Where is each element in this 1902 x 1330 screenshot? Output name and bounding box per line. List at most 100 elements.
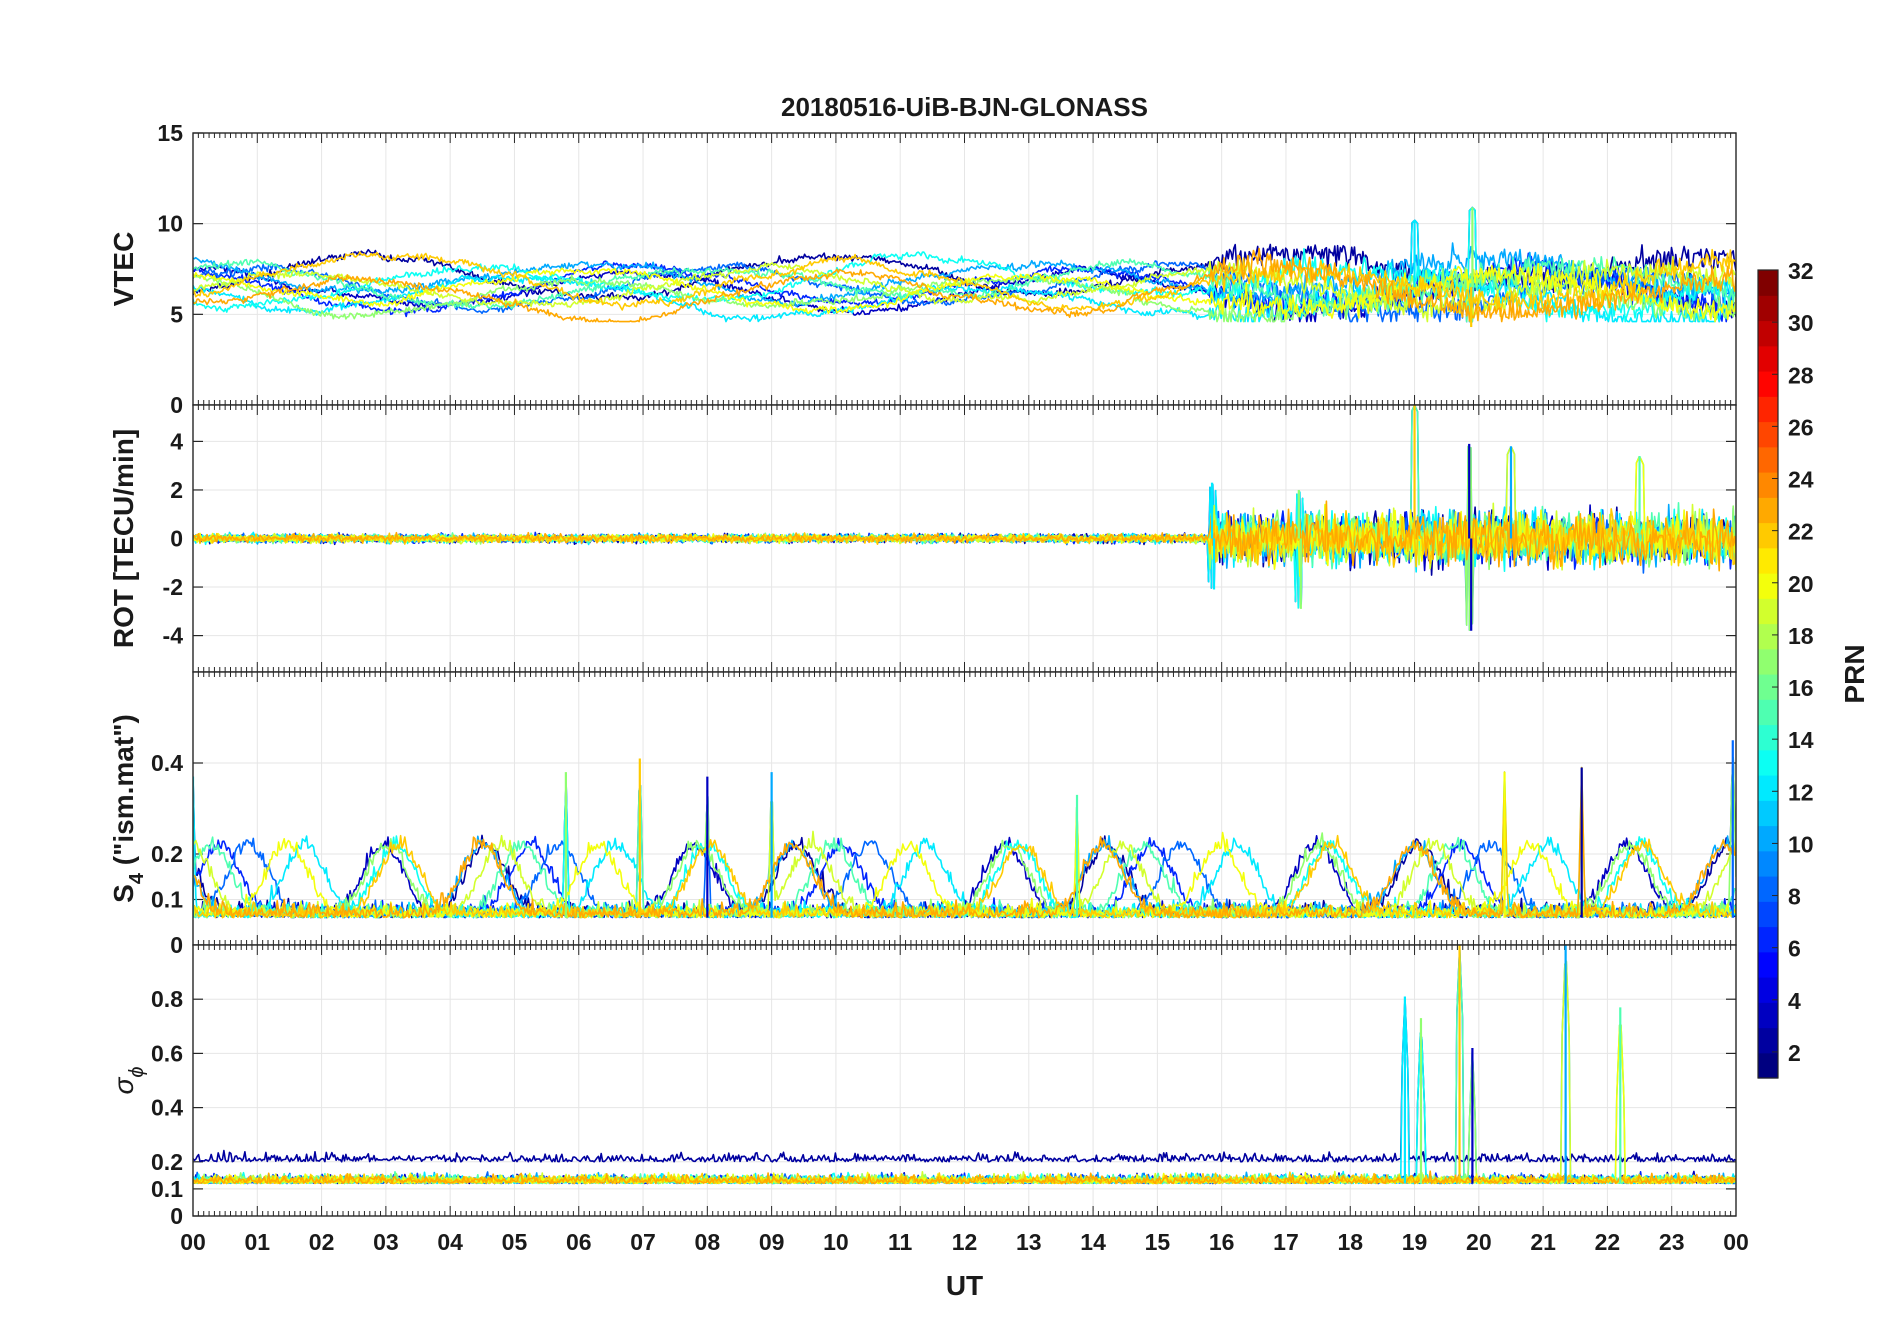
colorbar-cell [1758,270,1778,296]
y-tick-label: 10 [157,211,183,237]
y-tick-label: 0.6 [151,1040,183,1066]
colorbar-cell [1758,724,1778,751]
x-tick-label: 11 [888,1229,913,1255]
colorbar-cell [1758,295,1778,322]
x-tick-label: 14 [1080,1229,1106,1255]
colorbar-frame [1757,269,1779,1079]
series-line-prn-22 [193,248,1736,318]
colorbar-tick-label: 24 [1788,467,1814,493]
colorbar-cell [1758,825,1778,852]
x-tick-label: 00 [180,1229,206,1255]
colorbar-cell [1758,674,1778,700]
y-tick-label: 0 [170,392,183,418]
colorbar-cell [1758,1002,1778,1029]
y-axis-label: σϕ [108,1066,148,1094]
y-axis-label-sub: 4 [126,872,148,884]
colorbar-tick-label: 10 [1788,831,1814,857]
x-tick-label: 01 [244,1229,270,1255]
y-tick-label: 0.2 [151,841,183,867]
colorbar-cell [1758,446,1778,473]
series-group [193,405,1736,631]
x-tick-label: 18 [1337,1229,1363,1255]
y-axis-label-main: S [108,884,139,903]
series-line-prn-22 [193,1171,1736,1185]
x-tick-label: 15 [1145,1229,1171,1255]
y-tick-label: 0.2 [151,1149,183,1175]
colorbar-tick-label: 26 [1788,414,1814,440]
colorbar-tick-label: 20 [1788,571,1814,597]
y-tick-label: 2 [170,477,183,503]
y-tick-label: 0.1 [151,1176,183,1202]
colorbar-tick-label: 8 [1788,884,1801,910]
chart-title: 20180516-UiB-BJN-GLONASS [781,92,1148,122]
panel-frame [192,944,1737,1217]
colorbar-cell [1758,573,1778,599]
colorbar-tick-label: 32 [1788,258,1814,284]
series-group [193,740,1736,919]
panel-s4: 00.10.20.4S4 ("ism.mat") [108,671,1737,958]
x-tick-label: 22 [1595,1229,1621,1255]
y-tick-label: 4 [170,428,183,454]
x-tick-label: 23 [1659,1229,1685,1255]
colorbar-cell [1758,876,1778,902]
x-tick-label: 05 [502,1229,528,1255]
x-tick-label: 17 [1273,1229,1299,1255]
y-axis-label: VTEC [108,232,139,307]
y-axis-label: ROT [TECU/min] [108,429,139,648]
series-line-prn-2 [193,997,1736,1163]
y-tick-label: 5 [170,301,183,327]
y-axis-label: S4 ("ism.mat") [108,714,148,903]
x-tick-label: 21 [1530,1229,1556,1255]
y-tick-label: -4 [163,623,184,649]
colorbar-cell [1758,951,1778,978]
colorbar-tick-label: 22 [1788,519,1814,545]
colorbar-cell [1758,901,1778,928]
panel-sigma_phi: 00.10.2 0.4 0.6 0.8 σϕ [108,944,1737,1229]
series-group [193,206,1736,328]
colorbar-cell [1758,472,1778,498]
y-tick-label: -2 [163,574,183,600]
colorbar-cell [1758,598,1778,625]
x-tick-label: 07 [630,1229,656,1255]
y-axis-label-sub: ϕ [126,1066,148,1077]
colorbar-cell [1758,522,1778,549]
series-line-prn-22 [193,508,1736,568]
colorbar-cell [1758,648,1778,675]
x-axis-label: UT [946,1270,983,1301]
x-tick-label: 12 [952,1229,978,1255]
colorbar-label: PRN [1839,644,1870,703]
x-tick-label: 08 [695,1229,721,1255]
colorbar-cell [1758,371,1778,397]
series-line-prn-23 [193,500,1736,572]
colorbar-cell [1758,749,1778,776]
colorbar-cell [1758,850,1778,877]
colorbar-cell [1758,977,1778,1003]
y-tick-label: 0.1 [151,887,183,913]
colorbar-cell [1758,320,1778,347]
x-tick-label: 13 [1016,1229,1042,1255]
series-line-prn-13 [193,206,1736,323]
y-tick-label: 0.4 [151,1095,183,1121]
series-line-prn-23 [193,1170,1736,1185]
y-tick-label: 0.4 [151,750,183,776]
x-tick-label: 19 [1402,1229,1428,1255]
y-tick-label: 0.8 [151,986,183,1012]
x-tick-label: 02 [309,1229,335,1255]
colorbar-tick-label: 6 [1788,936,1801,962]
colorbar-cell [1758,699,1778,726]
x-tick-label: 04 [437,1229,463,1255]
x-axis: 00 01 02 03 04 05 06 07 08 09 10 11 12 13 14 15 16 17 18 19… [180,1229,1749,1255]
colorbar-cell [1758,1052,1778,1079]
colorbar-tick-label: 30 [1788,310,1814,336]
colorbar-tick-label: 12 [1788,779,1814,805]
y-axis-label-main: σ [108,1077,139,1095]
series-line-prn-23 [193,247,1736,323]
colorbar-cell [1758,497,1778,524]
y-tick-label: 0 [170,526,183,552]
x-tick-label: 10 [823,1229,849,1255]
y-axis-label-rest: ("ism.mat") [108,714,139,873]
panel-rot: -4 -2 0 2 4 ROT [TECU/min] [108,404,1737,673]
colorbar-tick-label: 14 [1788,727,1814,753]
